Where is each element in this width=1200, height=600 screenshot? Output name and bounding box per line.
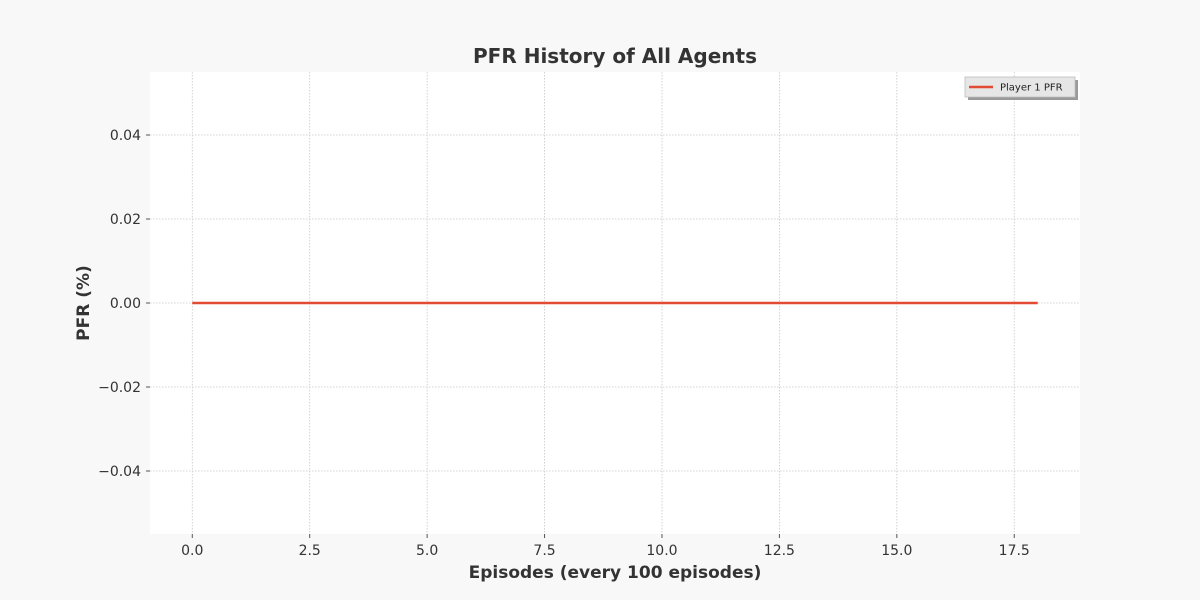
y-tick-label: 0.02 xyxy=(110,212,141,228)
y-tick-label: −0.04 xyxy=(98,464,141,480)
x-tick-label: 10.0 xyxy=(646,543,677,559)
x-tick-label: 12.5 xyxy=(764,543,795,559)
y-tick-label: 0.04 xyxy=(110,128,141,144)
legend-box xyxy=(964,76,1076,98)
x-tick-label: 2.5 xyxy=(299,543,321,559)
x-tick-label: 7.5 xyxy=(533,543,555,559)
x-tick-label: 0.0 xyxy=(181,543,203,559)
x-tick-label: 17.5 xyxy=(999,543,1030,559)
tick-layer: 0.0 2.5 5.0 7.5 10.0 12.5 15.0 17.5 0.04 0.02 0.00… xyxy=(98,128,1030,559)
y-tick-label: −0.02 xyxy=(98,380,141,396)
x-axis-label: Episodes (every 100 episodes) xyxy=(469,563,762,583)
chart-title: PFR History of All Agents xyxy=(473,44,757,68)
x-tick-label: 5.0 xyxy=(416,543,438,559)
y-axis-label: PFR (%) xyxy=(74,265,94,341)
y-tick-label: 0.00 xyxy=(110,296,141,312)
x-tick-label: 15.0 xyxy=(881,543,912,559)
legend-label: Player 1 PFR xyxy=(1000,83,1063,94)
legend: Player 1 PFR xyxy=(964,76,1078,100)
